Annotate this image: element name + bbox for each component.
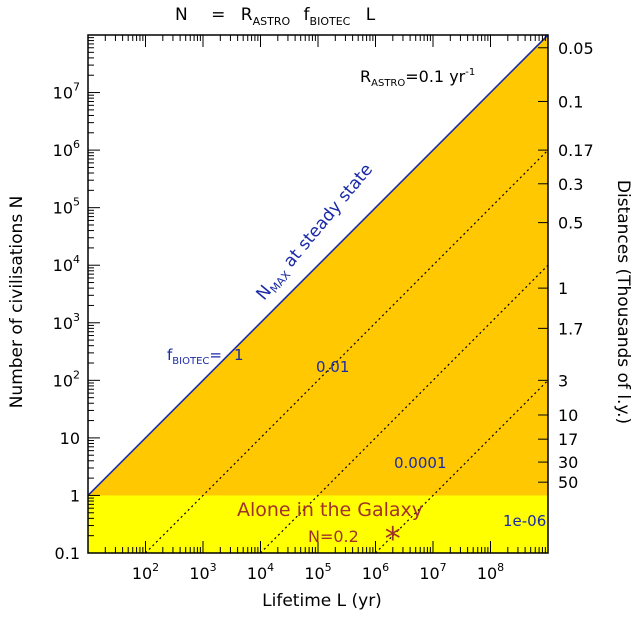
n-point-label: N=0.2 — [308, 527, 359, 546]
right-tick-label: 50 — [558, 473, 578, 492]
series-label-0.01: 0.01 — [316, 358, 349, 376]
rastro-annotation: RASTRO=0.1 yr-1 — [360, 67, 475, 89]
right-tick-label: 0.17 — [558, 141, 594, 160]
title-r: R — [241, 5, 253, 25]
right-tick-label: 10 — [558, 406, 578, 425]
right-axis-label: Distances (Thousands of l.y.) — [613, 180, 633, 424]
series-label-0.0001: 0.0001 — [394, 454, 447, 472]
series-line-1 — [87, 34, 549, 497]
y-tick-label: 106 — [53, 138, 80, 160]
y-tick-label: 102 — [53, 368, 80, 390]
x-tick-label: 103 — [189, 561, 216, 583]
title-r-sub: ASTRO — [253, 15, 291, 28]
title-l: L — [366, 5, 376, 25]
right-tick-label: 0.5 — [558, 214, 583, 233]
y-tick-label: 103 — [53, 311, 80, 333]
x-tick-labels: 102 103 104 105 106 107 108 — [132, 561, 504, 583]
y-tick-label: 104 — [53, 253, 80, 275]
x-tick-label: 107 — [419, 561, 446, 583]
observation-marker: * — [385, 520, 401, 558]
right-tick-label: 17 — [558, 430, 578, 449]
title-f-sub: BIOTEC — [310, 15, 351, 28]
series-lines — [87, 34, 549, 554]
x-tick-label: 102 — [132, 561, 159, 583]
x-axis-label: Lifetime L (yr) — [262, 591, 382, 611]
alone-label: Alone in the Galaxy — [237, 499, 423, 521]
y-tick-label: 0.1 — [55, 544, 80, 563]
y-tick-label: 10 — [60, 429, 80, 448]
x-tick-label: 108 — [477, 561, 504, 583]
right-tick-label: 0.1 — [558, 92, 583, 111]
right-tick-label: 30 — [558, 453, 578, 472]
title-n: N — [175, 5, 188, 25]
y-axis-label: Number of civilisations N — [7, 196, 27, 409]
y-tick-label: 105 — [53, 196, 80, 218]
right-tick-label: 1.7 — [558, 319, 583, 338]
title-eq: = — [211, 5, 225, 25]
series-line-0.000001 — [375, 379, 549, 554]
x-tick-label: 104 — [247, 561, 274, 583]
chart-title: N = RASTRO fBIOTEC L — [175, 5, 376, 30]
title-f: f — [304, 5, 311, 25]
right-tick-label: 0.3 — [558, 175, 583, 194]
right-tick-label: 1 — [558, 279, 568, 298]
right-tick-label: 3 — [558, 371, 568, 390]
y-tick-label: 107 — [53, 81, 80, 103]
series-label-1e-06: 1e-06 — [503, 512, 546, 530]
x-tick-label: 106 — [362, 561, 389, 583]
right-tick-label: 0.05 — [558, 39, 594, 58]
tick-marks — [87, 35, 548, 554]
x-tick-label: 105 — [304, 561, 331, 583]
y-tick-label: 1 — [70, 486, 80, 505]
y-tick-labels: 0.1 1 10 102 103 104 105 106 107 — [53, 81, 80, 563]
fbiotec-annotation: fBIOTEC= 1 — [167, 346, 244, 367]
